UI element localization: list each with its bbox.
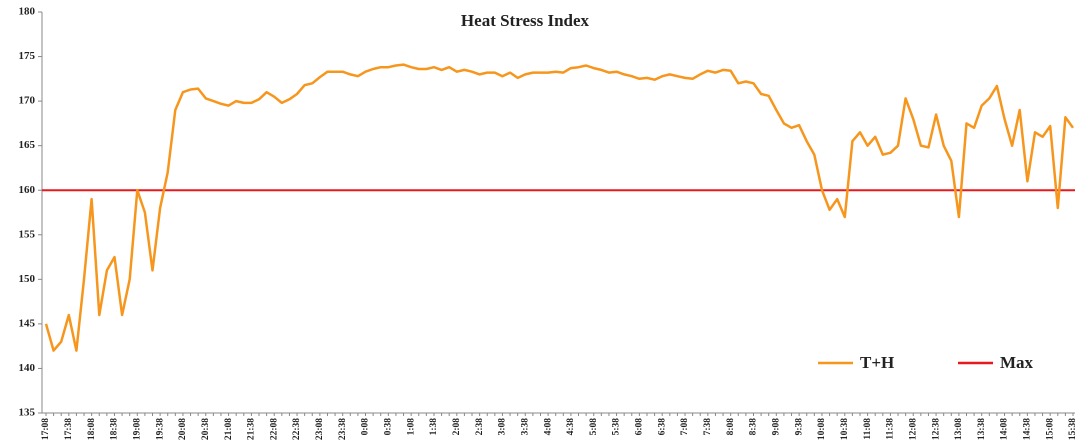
y-tick-label: 140	[19, 362, 36, 374]
x-tick-label: 22:08	[269, 418, 279, 440]
y-tick-label: 170	[19, 95, 36, 107]
x-tick-label: 8:38	[749, 418, 759, 436]
y-tick-label: 135	[19, 407, 36, 419]
x-tick-label: 1:08	[406, 418, 416, 436]
y-tick-label: 145	[19, 317, 36, 329]
x-tick-label: 23:38	[338, 418, 348, 440]
y-tick-label: 175	[19, 50, 36, 62]
x-tick-label: 18:08	[87, 418, 97, 440]
x-tick-label: 14:38	[1023, 418, 1033, 440]
x-tick-label: 6:38	[657, 418, 667, 436]
x-tick-label: 3:08	[498, 418, 508, 436]
chart-title: Heat Stress Index	[461, 11, 590, 30]
x-tick-label: 19:38	[155, 418, 165, 440]
y-tick-label: 155	[19, 228, 36, 240]
y-tick-label: 160	[19, 184, 36, 196]
x-tick-label: 13:08	[954, 418, 964, 440]
x-tick-label: 21:08	[224, 418, 234, 440]
x-tick-label: 5:38	[612, 418, 622, 436]
x-tick-label: 10:08	[817, 418, 827, 440]
y-tick-label: 150	[19, 273, 36, 285]
x-tick-label: 12:38	[931, 418, 941, 440]
x-tick-label: 12:08	[908, 418, 918, 440]
x-tick-label: 0:38	[384, 418, 394, 436]
x-tick-label: 15:08	[1045, 418, 1055, 440]
x-tick-label: 2:08	[452, 418, 462, 436]
x-tick-label: 22:38	[292, 418, 302, 440]
x-tick-label: 21:38	[247, 418, 257, 440]
x-tick-label: 9:08	[771, 418, 781, 436]
x-tick-label: 9:38	[794, 418, 804, 436]
x-tick-label: 10:38	[840, 418, 850, 440]
x-tick-label: 4:38	[566, 418, 576, 436]
x-tick-label: 17:38	[64, 418, 74, 440]
x-tick-label: 3:38	[520, 418, 530, 436]
x-tick-label: 19:08	[132, 418, 142, 440]
x-tick-label: 13:38	[977, 418, 987, 440]
x-tick-label: 7:08	[680, 418, 690, 436]
data-line	[44, 63, 1075, 352]
x-tick-label: 20:38	[201, 418, 211, 440]
y-tick-label: 165	[19, 139, 36, 151]
x-tick-label: 11:38	[886, 418, 896, 440]
x-tick-label: 14:08	[1000, 418, 1010, 440]
x-tick-label: 18:38	[110, 418, 120, 440]
x-tick-label: 1:38	[429, 418, 439, 436]
x-tick-label: 7:38	[703, 418, 713, 436]
x-tick-label: 20:08	[178, 418, 188, 440]
x-tick-label: 2:38	[475, 418, 485, 436]
x-tick-label: 11:08	[863, 418, 873, 440]
x-tick-label: 23:08	[315, 418, 325, 440]
x-tick-label: 4:08	[543, 418, 553, 436]
x-tick-label: 6:08	[635, 418, 645, 436]
x-tick-label: 0:08	[361, 418, 371, 436]
x-tick-label: 15:38	[1068, 418, 1078, 440]
legend-label: T+H	[860, 353, 894, 372]
y-tick-label: 180	[19, 6, 36, 18]
x-tick-label: 5:08	[589, 418, 599, 436]
legend-label: Max	[1000, 353, 1034, 372]
x-tick-label: 17:08	[41, 418, 51, 440]
x-tick-label: 8:08	[726, 418, 736, 436]
